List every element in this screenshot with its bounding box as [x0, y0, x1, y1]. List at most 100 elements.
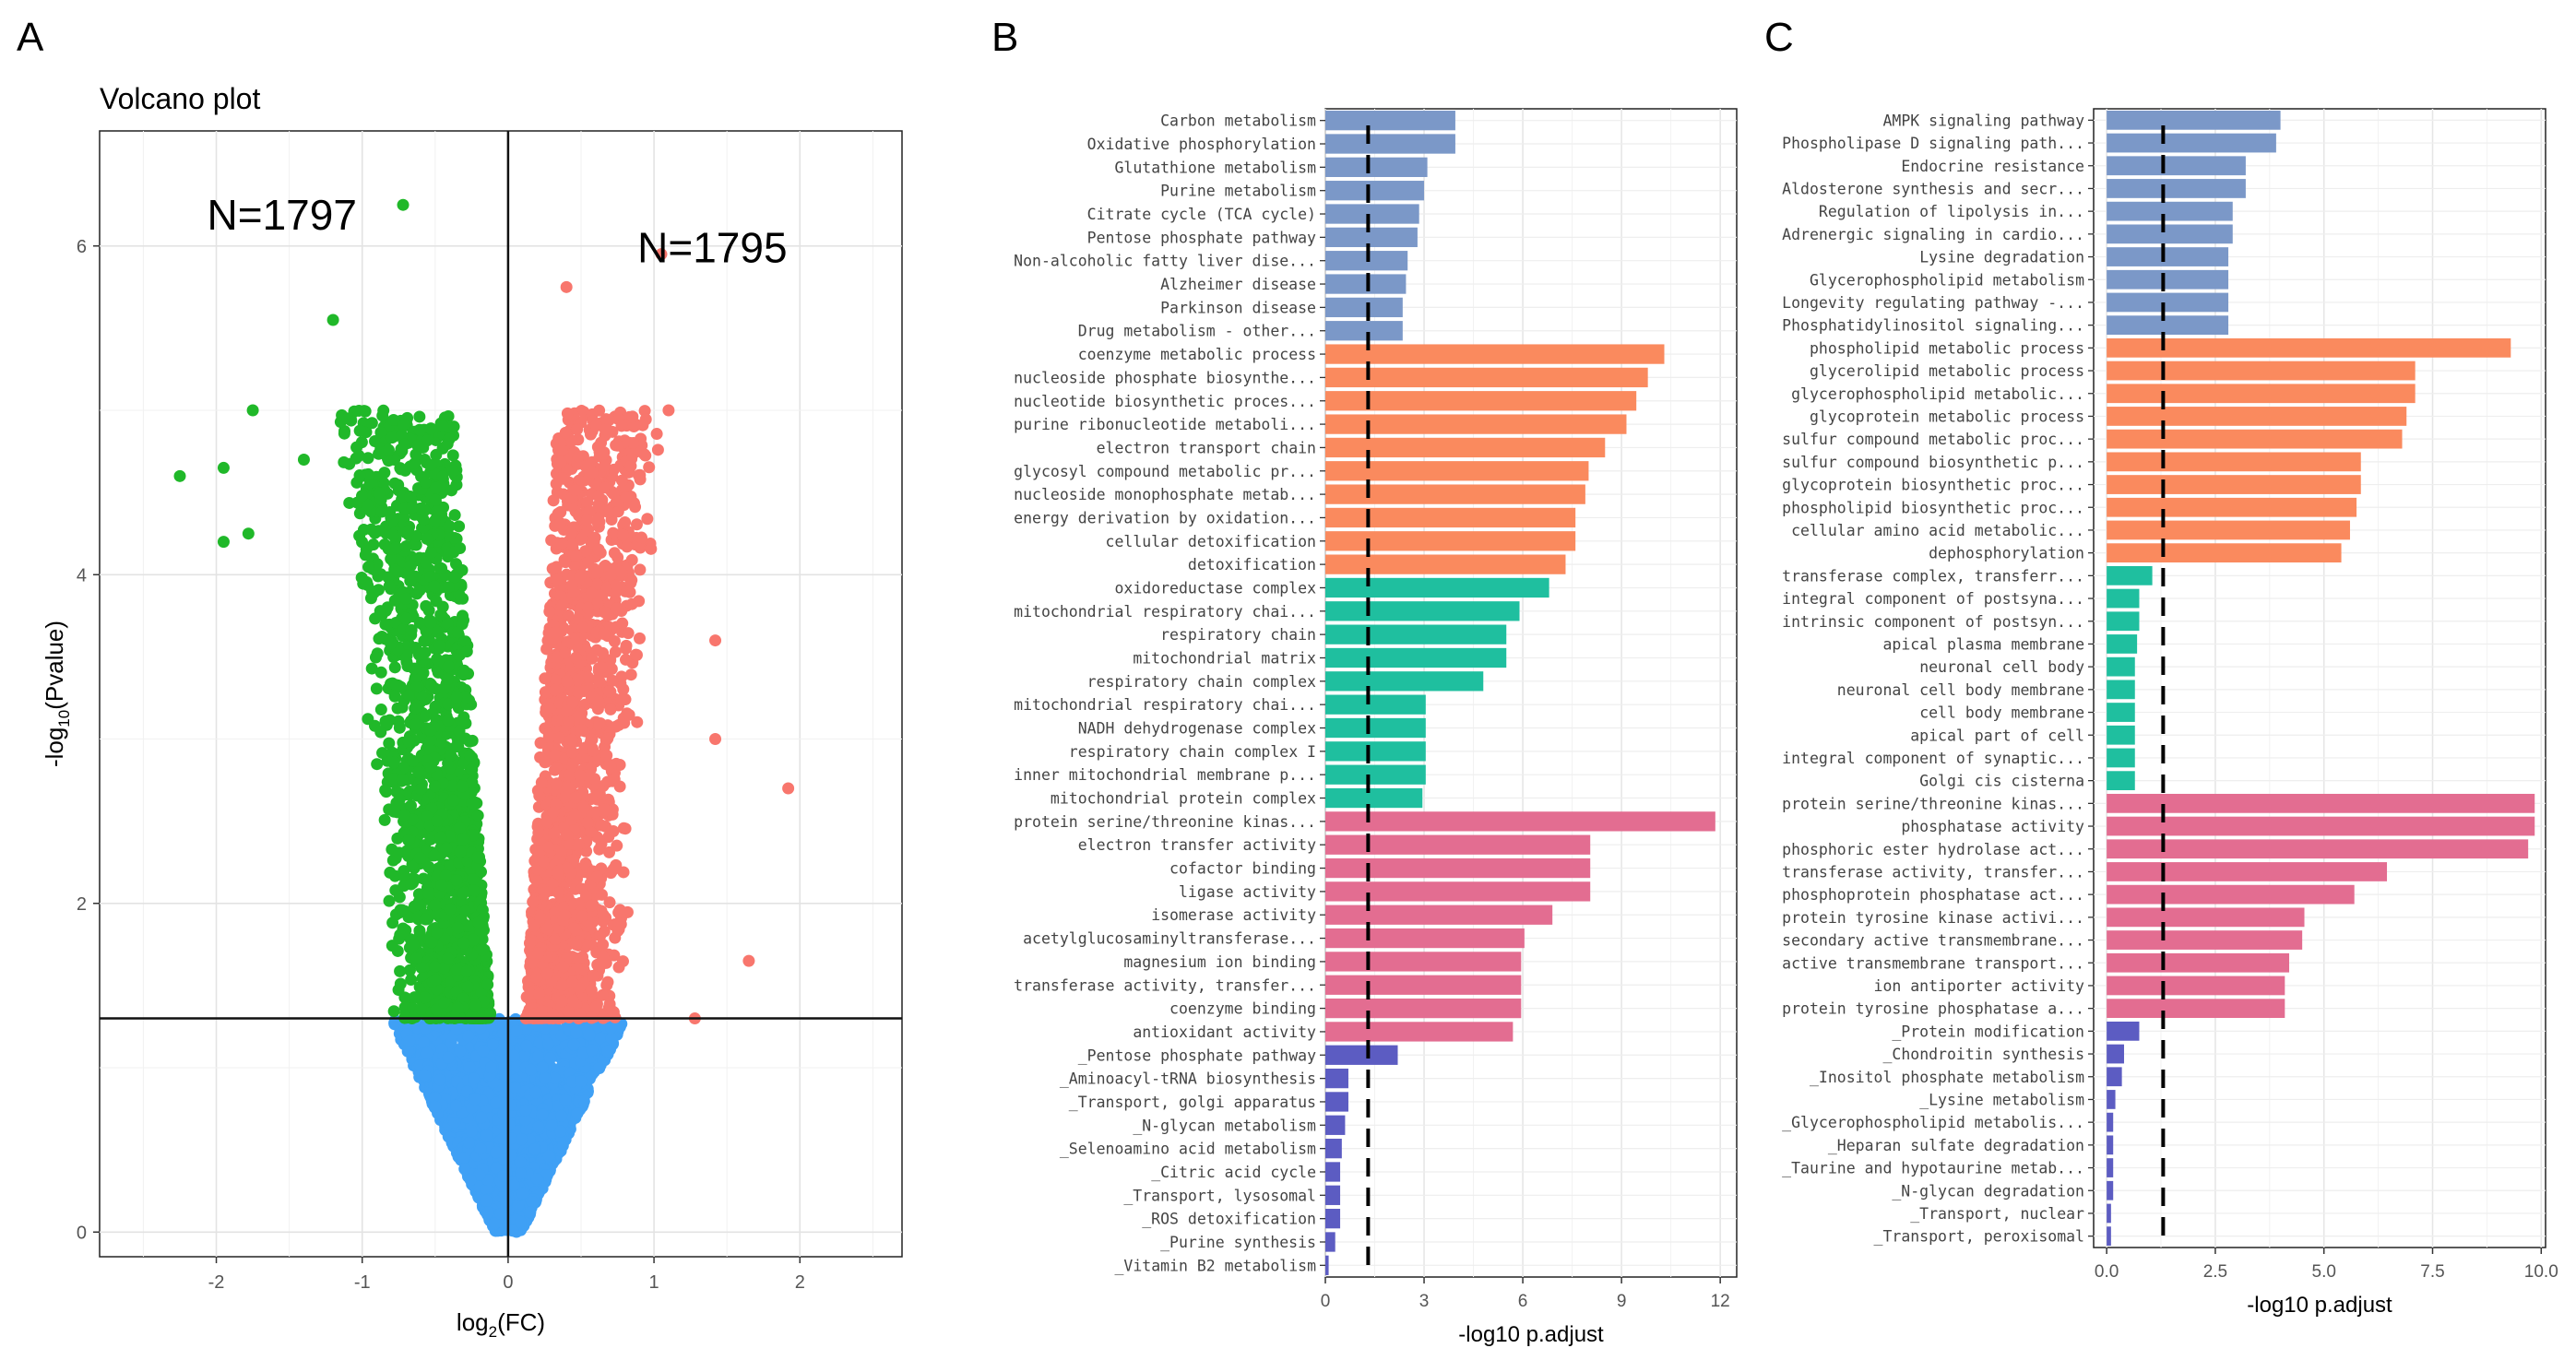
- down-point: [412, 766, 425, 779]
- down-point: [362, 561, 374, 574]
- down-point: [365, 662, 378, 675]
- down-point: [431, 814, 444, 827]
- ns-point: [474, 1142, 487, 1155]
- down-point: [419, 710, 432, 723]
- down-point: [436, 420, 449, 433]
- down-point: [446, 449, 459, 462]
- ns-point: [530, 1172, 543, 1185]
- down-point: [456, 780, 469, 793]
- down-point: [411, 439, 424, 452]
- down-point: [374, 726, 387, 739]
- ns-point: [494, 1207, 507, 1220]
- down-point: [443, 529, 456, 542]
- down-point: [472, 917, 485, 929]
- down-point: [434, 831, 447, 844]
- ns-point: [480, 1194, 493, 1207]
- down-point: [469, 999, 482, 1012]
- down-point: [412, 888, 425, 901]
- down-point: [399, 592, 412, 605]
- down-point: [413, 852, 426, 865]
- ns-point: [490, 1162, 503, 1175]
- down-point: [406, 501, 419, 514]
- down-point: [396, 429, 409, 442]
- ns-point: [524, 1206, 537, 1219]
- down-point: [396, 904, 409, 917]
- down-point: [457, 937, 470, 950]
- ns-point: [570, 1026, 583, 1039]
- ns-point: [575, 1075, 588, 1088]
- down-point: [369, 651, 382, 664]
- ns-point: [475, 1111, 488, 1124]
- down-point: [443, 520, 456, 533]
- ns-point: [528, 1142, 541, 1155]
- down-point: [413, 410, 426, 423]
- down-point: [459, 691, 472, 704]
- down-point: [350, 441, 363, 454]
- down-point: [425, 936, 438, 949]
- down-point: [430, 448, 443, 461]
- down-point: [359, 549, 372, 562]
- down-point: [382, 443, 395, 456]
- down-point: [453, 725, 466, 738]
- down-point: [383, 894, 396, 907]
- ns-point: [536, 1061, 549, 1074]
- panel-label-a: A: [17, 15, 44, 60]
- down-point: [384, 866, 397, 879]
- down-point: [451, 921, 464, 934]
- down-point: [459, 635, 472, 648]
- ns-point: [417, 1035, 430, 1048]
- down-point: [429, 780, 442, 793]
- down-point: [362, 713, 374, 726]
- ns-point: [464, 1174, 477, 1187]
- ns-point: [542, 1150, 555, 1163]
- down-point: [466, 776, 479, 789]
- up-point: [634, 632, 647, 645]
- ns-point: [559, 1094, 572, 1106]
- down-point: [466, 763, 479, 775]
- ns-point: [473, 1168, 486, 1181]
- ns-point: [509, 1081, 522, 1094]
- ns-point: [529, 1086, 542, 1099]
- down-point: [448, 571, 461, 584]
- down-point: [420, 599, 433, 612]
- down-point: [460, 964, 473, 977]
- down-point: [368, 526, 381, 539]
- down-point: [457, 668, 470, 681]
- ns-point: [519, 1104, 532, 1117]
- down-point: [431, 504, 444, 517]
- ns-point: [450, 1023, 463, 1036]
- ns-point: [542, 1037, 555, 1050]
- down-point: [393, 793, 406, 806]
- down-point: [424, 458, 437, 471]
- down-point: [454, 542, 467, 555]
- ns-point: [583, 1028, 596, 1041]
- down-point: [405, 623, 418, 636]
- down-point: [387, 756, 400, 769]
- down-point: [385, 637, 398, 650]
- ns-point: [465, 1125, 478, 1138]
- ns-point: [450, 1099, 463, 1112]
- down-point: [371, 758, 384, 771]
- panel-label-b: B: [991, 15, 1019, 60]
- down-point: [435, 879, 448, 892]
- ns-point: [462, 1136, 475, 1149]
- ns-point: [469, 1093, 481, 1106]
- ns-point: [571, 1107, 584, 1120]
- down-point: [439, 869, 452, 881]
- down-point: [353, 469, 366, 482]
- down-point: [414, 1002, 427, 1015]
- down-point: [409, 457, 421, 470]
- down-point: [378, 467, 391, 479]
- down-point: [387, 414, 400, 427]
- down-point: [424, 724, 437, 737]
- down-point: [405, 974, 418, 987]
- ns-point: [448, 1117, 461, 1129]
- ns-point: [514, 1155, 527, 1168]
- down-point: [408, 991, 421, 1004]
- ns-point: [539, 1071, 552, 1084]
- down-point: [448, 509, 461, 522]
- down-point: [450, 874, 463, 887]
- down-point: [412, 897, 425, 910]
- ns-point: [490, 1146, 503, 1159]
- down-point: [407, 754, 420, 767]
